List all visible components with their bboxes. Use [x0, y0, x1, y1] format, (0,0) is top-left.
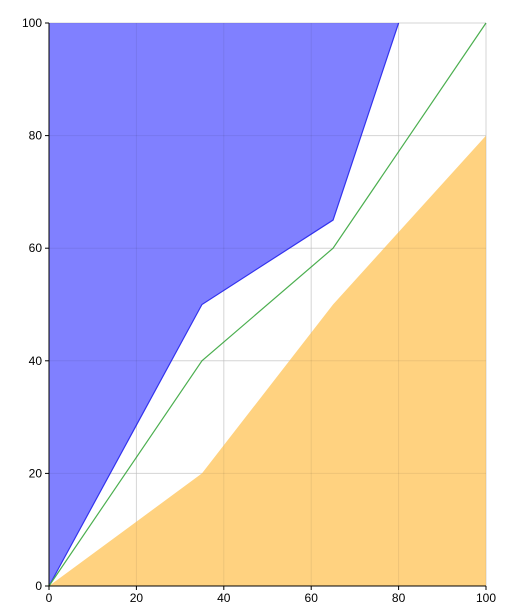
axes: 0 20 40 60 80 100 0 20 40 60 80 100: [22, 16, 496, 605]
area-edge-0: [48, 22, 400, 587]
y-tick-label: 60: [29, 241, 43, 255]
x-tick-label: 20: [130, 591, 144, 605]
y-tick-label: 0: [35, 579, 42, 593]
y-tick-label: 20: [29, 466, 43, 480]
x-tick-label: 40: [217, 591, 231, 605]
series-layer: [48, 22, 487, 587]
x-tick-label: 60: [305, 591, 319, 605]
x-tick-label: 0: [46, 591, 53, 605]
x-tick-label: 80: [392, 591, 406, 605]
area-fill-1: [49, 135, 486, 586]
y-tick-label: 100: [22, 16, 42, 30]
x-tick-label: 100: [476, 591, 496, 605]
area-fill-0: [49, 23, 399, 586]
series-line-2: [48, 22, 487, 587]
y-tick-label: 80: [29, 129, 43, 143]
y-tick-label: 40: [29, 354, 43, 368]
